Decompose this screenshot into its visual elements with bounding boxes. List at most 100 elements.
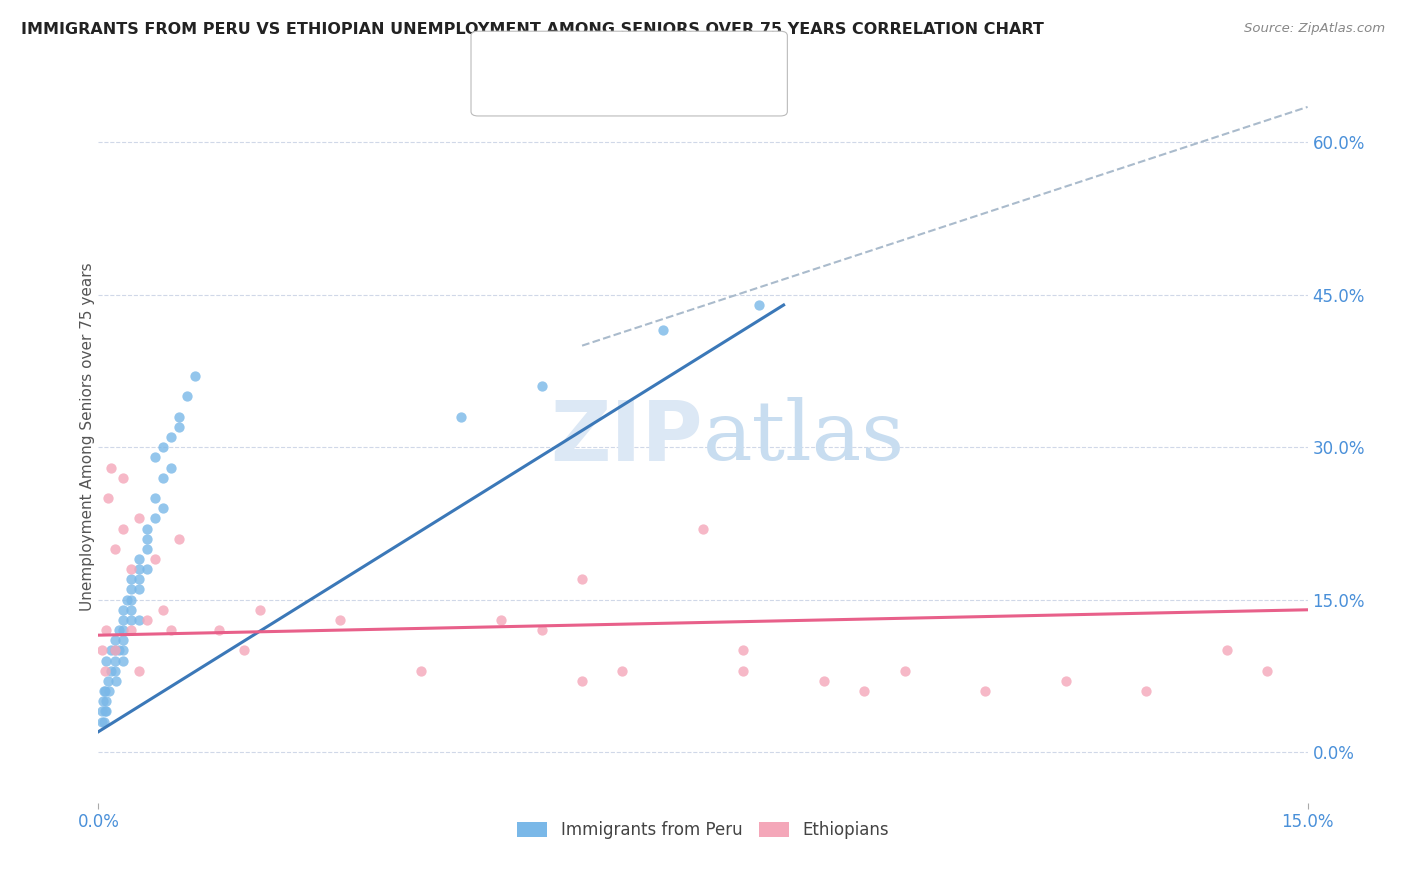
Point	[813, 673, 835, 688]
Point	[1054, 673, 1077, 688]
Point	[612, 664, 634, 678]
Point	[128, 562, 150, 576]
Point	[120, 603, 142, 617]
Point	[107, 643, 129, 657]
Point	[135, 532, 157, 546]
Point	[100, 664, 122, 678]
Text: N =: N =	[658, 83, 695, 98]
Point	[111, 613, 134, 627]
Point	[135, 613, 157, 627]
Y-axis label: Unemployment Among Seniors over 75 years: Unemployment Among Seniors over 75 years	[80, 263, 94, 611]
Point	[571, 673, 593, 688]
Point	[152, 501, 174, 516]
Point	[733, 643, 755, 657]
Point	[167, 409, 190, 424]
Point	[120, 613, 142, 627]
Point	[120, 623, 142, 637]
Point	[208, 623, 231, 637]
Text: 58: 58	[706, 47, 727, 66]
Point	[249, 603, 271, 617]
Point	[111, 603, 134, 617]
Text: R =: R =	[536, 83, 569, 98]
Point	[692, 521, 714, 535]
Point	[651, 323, 673, 337]
Point	[100, 460, 122, 475]
Text: 38: 38	[706, 81, 727, 100]
Point	[94, 684, 117, 698]
Point	[160, 430, 183, 444]
Point	[491, 613, 513, 627]
Point	[120, 572, 142, 586]
Point	[135, 541, 157, 556]
Point	[96, 623, 118, 637]
Point	[748, 298, 770, 312]
Point	[93, 684, 115, 698]
Point	[91, 705, 114, 719]
Point	[128, 552, 150, 566]
Point	[97, 491, 120, 505]
FancyBboxPatch shape	[485, 44, 523, 70]
Point	[111, 521, 134, 535]
Point	[135, 521, 157, 535]
Point	[450, 409, 472, 424]
Point	[91, 714, 114, 729]
Point	[329, 613, 352, 627]
Point	[733, 664, 755, 678]
Point	[184, 369, 207, 384]
Point	[103, 664, 125, 678]
Point	[530, 379, 553, 393]
Point	[128, 511, 150, 525]
Point	[103, 654, 125, 668]
Point	[143, 552, 166, 566]
Point	[1216, 643, 1239, 657]
Point	[103, 541, 125, 556]
Point	[93, 714, 115, 729]
Text: atlas: atlas	[703, 397, 905, 477]
Text: 0.071: 0.071	[582, 81, 630, 100]
Point	[152, 440, 174, 454]
Point	[152, 471, 174, 485]
Point	[105, 673, 128, 688]
Point	[96, 654, 118, 668]
Point	[143, 511, 166, 525]
Point	[143, 491, 166, 505]
Point	[97, 673, 120, 688]
Point	[232, 643, 254, 657]
Point	[120, 562, 142, 576]
Point	[152, 603, 174, 617]
Legend: Immigrants from Peru, Ethiopians: Immigrants from Peru, Ethiopians	[510, 814, 896, 846]
Point	[120, 592, 142, 607]
Point	[128, 664, 150, 678]
Point	[974, 684, 997, 698]
Point	[167, 420, 190, 434]
Point	[96, 694, 118, 708]
Text: Source: ZipAtlas.com: Source: ZipAtlas.com	[1244, 22, 1385, 36]
Point	[530, 623, 553, 637]
Point	[94, 705, 117, 719]
Point	[91, 643, 114, 657]
Point	[1256, 664, 1278, 678]
Point	[103, 643, 125, 657]
Point	[135, 562, 157, 576]
Point	[94, 664, 117, 678]
Point	[160, 460, 183, 475]
Point	[111, 643, 134, 657]
Point	[409, 664, 432, 678]
Text: IMMIGRANTS FROM PERU VS ETHIOPIAN UNEMPLOYMENT AMONG SENIORS OVER 75 YEARS CORRE: IMMIGRANTS FROM PERU VS ETHIOPIAN UNEMPL…	[21, 22, 1045, 37]
Text: ZIP: ZIP	[551, 397, 703, 477]
Text: 0.667: 0.667	[582, 47, 630, 66]
Point	[97, 684, 120, 698]
Point	[94, 705, 117, 719]
Point	[103, 633, 125, 648]
Point	[111, 623, 134, 637]
Text: R =: R =	[536, 49, 569, 64]
Point	[1135, 684, 1157, 698]
Point	[115, 592, 138, 607]
Point	[107, 623, 129, 637]
Point	[111, 654, 134, 668]
Point	[128, 613, 150, 627]
Point	[103, 643, 125, 657]
Point	[128, 572, 150, 586]
Point	[100, 643, 122, 657]
Point	[160, 623, 183, 637]
